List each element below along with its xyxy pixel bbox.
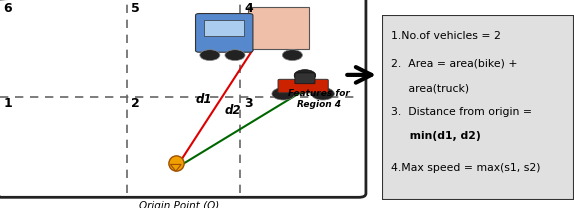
FancyBboxPatch shape [204, 20, 244, 36]
Text: area(truck): area(truck) [391, 83, 470, 93]
Text: 3: 3 [244, 97, 253, 110]
FancyBboxPatch shape [196, 14, 253, 52]
Circle shape [294, 70, 316, 81]
Text: 2.  Area = area(bike) +: 2. Area = area(bike) + [391, 59, 518, 69]
Text: 3.  Distance from origin =: 3. Distance from origin = [391, 107, 532, 117]
Text: Origin Point (O): Origin Point (O) [139, 201, 219, 208]
Circle shape [272, 88, 295, 100]
Text: d2: d2 [224, 104, 241, 117]
FancyBboxPatch shape [295, 73, 315, 84]
Polygon shape [170, 164, 181, 171]
Text: 6: 6 [3, 2, 12, 15]
Circle shape [225, 50, 245, 61]
Text: d1: d1 [196, 93, 212, 105]
Text: 5: 5 [131, 2, 139, 15]
Circle shape [282, 50, 302, 61]
Text: 4: 4 [244, 2, 253, 15]
FancyBboxPatch shape [247, 7, 309, 49]
Text: min(d1, d2): min(d1, d2) [391, 131, 481, 141]
Circle shape [311, 88, 334, 100]
Text: 1.No.of vehicles = 2: 1.No.of vehicles = 2 [391, 31, 501, 41]
Text: Features for
Region 4: Features for Region 4 [288, 89, 350, 109]
Text: 1: 1 [3, 97, 12, 110]
Text: 2: 2 [131, 97, 139, 110]
FancyBboxPatch shape [278, 79, 328, 93]
Circle shape [200, 50, 220, 61]
FancyBboxPatch shape [382, 15, 574, 200]
Text: 4.Max speed = max(s1, s2): 4.Max speed = max(s1, s2) [391, 163, 541, 173]
